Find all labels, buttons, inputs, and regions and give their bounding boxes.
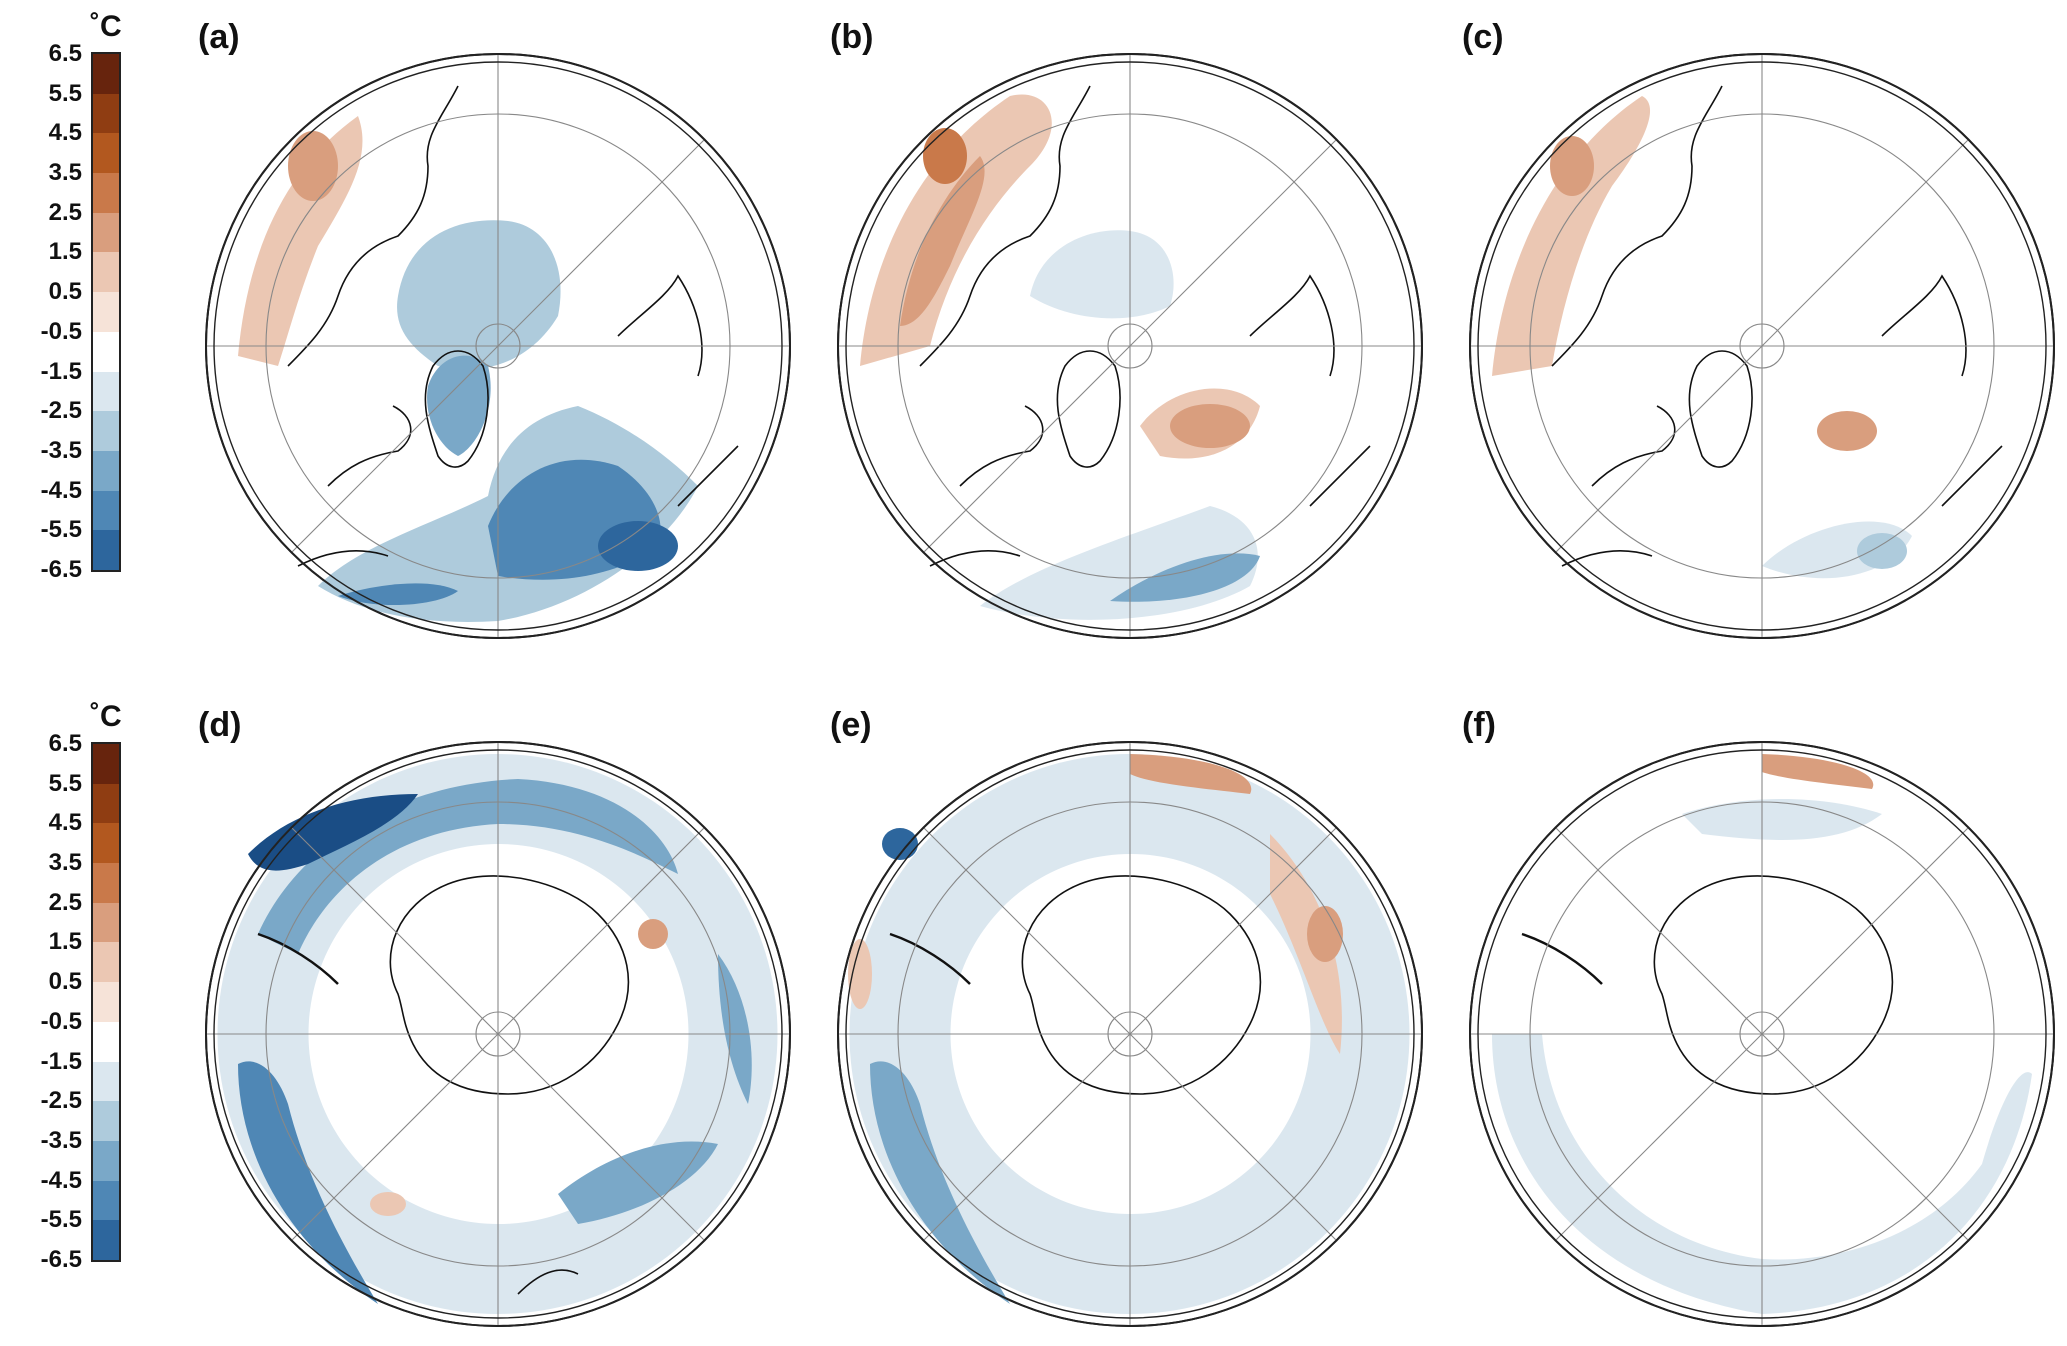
colorbar-segment	[93, 371, 119, 412]
colorbar-segment	[93, 1021, 119, 1062]
polar-map-south	[837, 741, 1423, 1327]
colorbar-segment	[93, 292, 119, 332]
colorbar-tick-label: 4.5	[48, 119, 82, 147]
panel-label: (a)	[198, 18, 240, 56]
colorbar-unit: ˚C	[90, 700, 122, 733]
colorbar-bar	[91, 52, 121, 572]
colorbar-bottom: ˚C 6.5 5.5 4.5 3.5 2.5 1.5 0.5 -0.5 -1.5 -2.5 -3.5…	[0, 700, 130, 1273]
colorbar-tick-label: 6.5	[48, 730, 82, 757]
colorbar-tick-label: -1.5	[40, 1047, 82, 1075]
colorbar-tick-label: -3.5	[40, 1126, 82, 1154]
colorbar-tick-label: -2.5	[40, 397, 82, 425]
colorbar-segment	[93, 411, 119, 451]
colorbar-tick-label: -3.5	[40, 436, 82, 464]
colorbar-segment	[93, 1101, 119, 1141]
polar-map-south	[1469, 741, 2055, 1327]
panel-label: (b)	[830, 18, 874, 56]
colorbar-segment	[93, 173, 119, 213]
panel-label: (d)	[198, 706, 242, 744]
colorbar-tick-label: 6.5	[48, 40, 82, 67]
colorbar-segment	[93, 490, 119, 531]
colorbar-tick-label: 4.5	[48, 809, 82, 837]
map-panel-d: (d)	[198, 706, 798, 1346]
colorbar-tick-label: -6.5	[40, 1246, 82, 1273]
colorbar-tick-label: -5.5	[40, 516, 82, 544]
polar-map-south	[205, 741, 791, 1327]
map-panel-e: (e)	[830, 706, 1430, 1346]
colorbar-top: ˚C 6.5 5.5 4.5 3.5 2.5 1.5 0.5 -0.5 -1.5 -2.5 -3.5…	[0, 10, 130, 583]
colorbar-tick-label: -2.5	[40, 1087, 82, 1115]
colorbar-segment	[93, 1220, 119, 1260]
colorbar-tick-label: -4.5	[40, 476, 82, 504]
colorbar-tick-label: 2.5	[48, 888, 82, 916]
colorbar-tick-label: 3.5	[48, 159, 82, 187]
colorbar-tick-label: -0.5	[40, 1007, 82, 1035]
colorbar-segment	[93, 982, 119, 1022]
colorbar-segment	[93, 252, 119, 293]
colorbar-segment	[93, 54, 119, 94]
colorbar-tick-label: 1.5	[48, 928, 82, 956]
colorbar-segment	[93, 902, 119, 943]
colorbar-unit: ˚C	[90, 10, 122, 43]
panel-label: (c)	[1462, 18, 1504, 56]
colorbar-segment	[93, 331, 119, 372]
map-panel-c: (c)	[1462, 18, 2062, 658]
colorbar-segment	[93, 1140, 119, 1181]
colorbar-bar	[91, 742, 121, 1262]
colorbar-tick-label: 5.5	[48, 769, 82, 797]
colorbar-tick-label: -4.5	[40, 1166, 82, 1194]
polar-map-north	[837, 53, 1423, 639]
colorbar-segment	[93, 93, 119, 134]
colorbar-segment	[93, 942, 119, 983]
colorbar-segment	[93, 212, 119, 253]
colorbar-segment	[93, 783, 119, 824]
polar-map-north	[1469, 53, 2055, 639]
colorbar-tick-label: -0.5	[40, 317, 82, 345]
colorbar-tick-label: -1.5	[40, 357, 82, 385]
colorbar-tick-label: 5.5	[48, 79, 82, 107]
map-panel-f: (f)	[1462, 706, 2062, 1346]
colorbar-segment	[93, 450, 119, 491]
colorbar-segment	[93, 1180, 119, 1221]
colorbar-segment	[93, 863, 119, 903]
colorbar-tick-label: -5.5	[40, 1206, 82, 1234]
panel-label: (e)	[830, 706, 872, 744]
colorbar-tick-label: 0.5	[48, 278, 82, 306]
colorbar-tick-label: 2.5	[48, 198, 82, 226]
colorbar-tick-label: 1.5	[48, 238, 82, 266]
polar-map-north	[205, 53, 791, 639]
colorbar-segment	[93, 133, 119, 174]
colorbar-segment	[93, 823, 119, 864]
colorbar-segment	[93, 530, 119, 570]
map-panel-a: (a)	[198, 18, 798, 658]
colorbar-tick-label: 0.5	[48, 968, 82, 996]
map-panel-b: (b)	[830, 18, 1430, 658]
colorbar-tick-label: -6.5	[40, 556, 82, 583]
colorbar-segment	[93, 1061, 119, 1102]
colorbar-tick-label: 3.5	[48, 849, 82, 877]
colorbar-segment	[93, 744, 119, 784]
panel-label: (f)	[1462, 706, 1496, 744]
